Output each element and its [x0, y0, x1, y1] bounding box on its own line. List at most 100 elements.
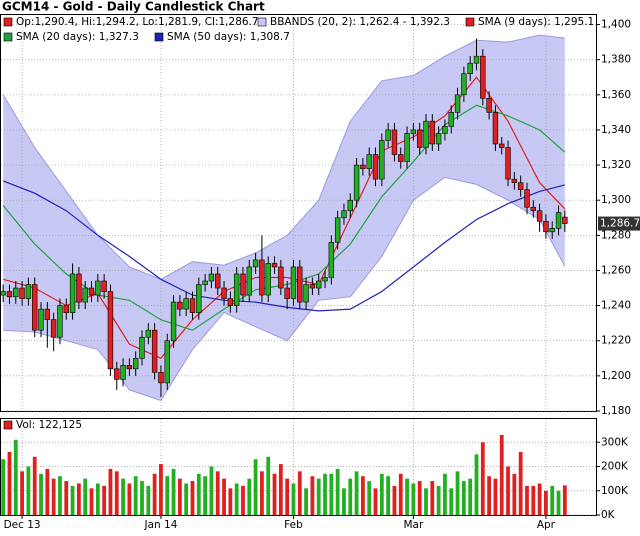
volume-bar	[430, 481, 435, 515]
candle-body	[410, 129, 417, 134]
volume-bar	[316, 478, 321, 515]
volume-bar	[121, 478, 125, 515]
volume-bar	[285, 478, 290, 515]
legend-swatch	[3, 32, 13, 42]
x-tick-label: Jan 14	[143, 519, 177, 531]
volume-bar	[386, 476, 391, 515]
legend-label: SMA (20 days): 1,327.3	[16, 31, 139, 43]
candle-body	[448, 112, 454, 127]
legend-swatch	[3, 420, 13, 430]
candle-body	[265, 263, 271, 296]
volume-bar	[354, 471, 359, 515]
candle-body	[252, 259, 259, 268]
volume-bar	[323, 473, 327, 515]
volume-bar	[127, 483, 132, 515]
volume-bar	[152, 473, 157, 515]
x-tick-label: Dec 13	[4, 519, 41, 531]
volume-bar	[266, 456, 271, 515]
candle-body	[25, 284, 32, 299]
volume-bar	[392, 485, 397, 515]
candle-body	[139, 336, 145, 359]
candle-body	[454, 94, 461, 113]
legend-swatch	[257, 17, 267, 27]
candle-body	[57, 305, 63, 338]
candle-body	[101, 280, 107, 292]
volume-bar	[32, 456, 37, 515]
y-tick-label: 1,340	[601, 124, 631, 136]
volume-bar	[398, 473, 403, 515]
candle-body	[511, 178, 518, 183]
candle-body	[259, 259, 265, 296]
volume-bar	[133, 476, 138, 515]
volume-bar	[525, 485, 529, 515]
volume-bar	[424, 488, 428, 515]
volume-bar	[291, 483, 296, 515]
volume-bar	[95, 483, 100, 515]
legend-label: BBANDS (20, 2): 1,262.4 - 1,392.3	[270, 16, 450, 28]
volume-bar	[480, 442, 485, 515]
legend-label: SMA (9 days): 1,295.1	[478, 16, 594, 28]
volume-bar	[1, 459, 6, 515]
candle-body	[423, 120, 429, 148]
volume-bar	[360, 476, 365, 515]
candle-body	[297, 266, 303, 303]
volume-bar	[278, 464, 283, 515]
volume-bar	[76, 483, 81, 515]
candle-body	[151, 329, 158, 373]
volume-bar	[449, 488, 454, 515]
volume-bar	[222, 478, 226, 515]
x-tick-label: Feb	[284, 519, 303, 531]
candle-body	[284, 287, 290, 299]
volume-bar	[140, 481, 144, 515]
y-tick-label: 0K	[601, 509, 616, 521]
candle-body	[170, 301, 177, 342]
legend-label: Op:1,290.4, Hi:1,294.2, Lo:1,281.9, Cl:1…	[16, 16, 259, 28]
candle-body	[246, 266, 252, 296]
volume-bar	[209, 466, 214, 515]
volume-bar	[228, 488, 233, 515]
candle-body	[398, 154, 404, 162]
y-tick-label: 1,400	[601, 19, 631, 31]
volume-bar	[196, 473, 201, 515]
candle-body	[233, 273, 240, 306]
y-tick-label: 1,200	[601, 370, 631, 382]
candle-body	[391, 129, 398, 155]
last-price-label: 1,286.7	[600, 218, 640, 230]
candle-body	[309, 284, 316, 289]
y-tick-label: 1,180	[601, 405, 631, 417]
candle-body	[442, 126, 448, 134]
candle-body	[69, 273, 76, 313]
candle-body	[120, 365, 126, 380]
volume-bar	[70, 485, 75, 515]
chart-title: GCM14 - Gold - Daily Candlestick Chart	[2, 0, 265, 14]
candle-body	[530, 206, 536, 212]
x-tick-label: Apr	[537, 519, 556, 531]
candle-body	[303, 284, 309, 303]
candle-body	[385, 129, 391, 141]
volume-bar	[506, 466, 510, 515]
candle-body	[416, 129, 423, 148]
volume-bar	[499, 434, 504, 515]
candle-body	[404, 133, 410, 162]
y-tick-label: 1,240	[601, 300, 631, 312]
legend-swatch	[3, 17, 13, 27]
volume-bar	[7, 451, 12, 515]
volume-bar	[247, 478, 252, 515]
volume-bar	[190, 481, 195, 515]
candle-body	[44, 308, 51, 320]
candle-body	[536, 210, 543, 222]
candle-body	[372, 154, 379, 180]
volume-bar	[411, 483, 416, 515]
volume-bar	[367, 481, 372, 515]
candle-body	[492, 112, 499, 145]
candle-body	[461, 73, 467, 96]
candle-body	[341, 210, 347, 219]
volume-bar	[83, 478, 88, 515]
candle-body	[196, 284, 202, 313]
candle-body	[38, 308, 44, 331]
candle-body	[562, 216, 568, 224]
candle-body	[347, 199, 353, 212]
volume-bar	[177, 478, 182, 515]
candle-body	[32, 284, 38, 331]
